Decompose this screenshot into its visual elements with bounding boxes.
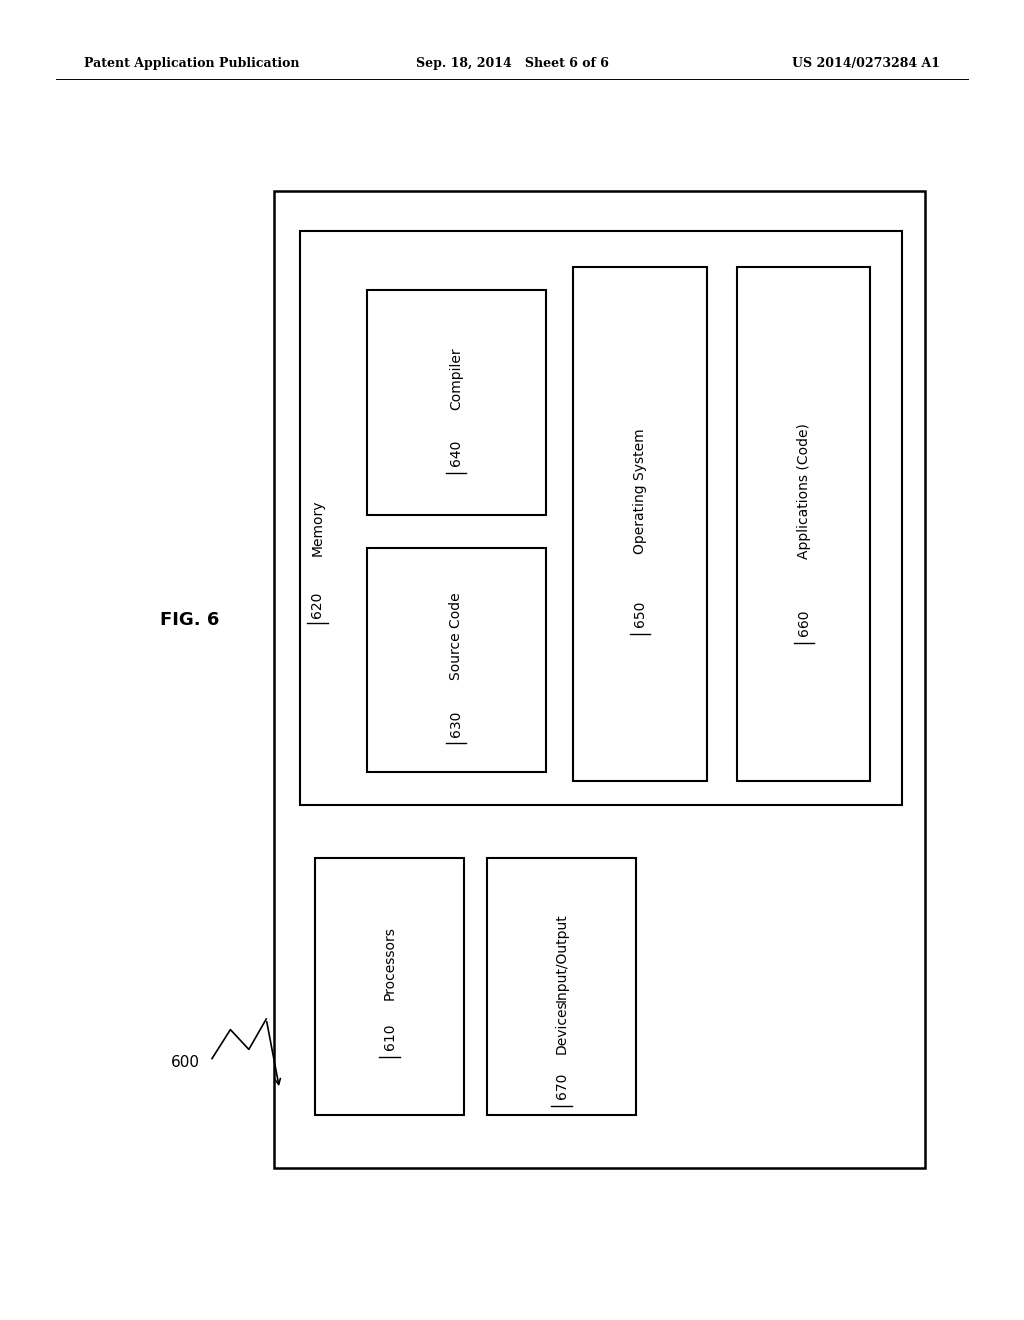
Bar [367,548,546,772]
Text: Source Code: Source Code [450,593,463,680]
Text: Processors: Processors [383,927,396,999]
Bar [315,858,464,1115]
Text: Devices: Devices [555,999,568,1053]
Bar [274,191,925,1168]
Bar [737,267,870,781]
Text: 670: 670 [555,1073,568,1098]
Text: 620: 620 [310,591,325,618]
Text: 610: 610 [383,1023,396,1051]
Text: Applications (Code): Applications (Code) [797,424,811,558]
Bar [487,858,636,1115]
Text: 640: 640 [450,440,463,466]
Text: Operating System: Operating System [633,428,647,554]
Bar [300,231,902,805]
Bar [367,290,546,515]
Text: Patent Application Publication: Patent Application Publication [84,57,299,70]
Text: Memory: Memory [310,500,325,556]
Text: 630: 630 [450,710,463,737]
Text: 660: 660 [797,610,811,636]
Text: Compiler: Compiler [450,347,463,411]
Text: Sep. 18, 2014   Sheet 6 of 6: Sep. 18, 2014 Sheet 6 of 6 [416,57,608,70]
Bar [573,267,707,781]
Text: FIG. 6: FIG. 6 [160,611,219,630]
Text: 600: 600 [171,1055,200,1071]
Text: 650: 650 [633,601,647,627]
Text: Input/Output: Input/Output [555,913,568,1002]
Text: US 2014/0273284 A1: US 2014/0273284 A1 [792,57,940,70]
